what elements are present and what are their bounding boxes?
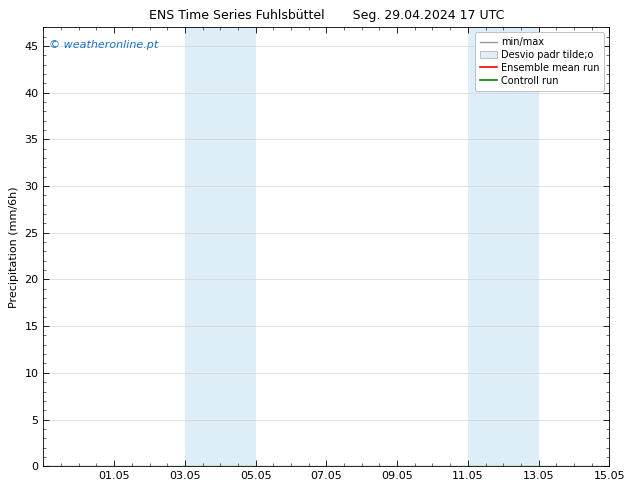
Legend: min/max, Desvio padr tilde;o, Ensemble mean run, Controll run: min/max, Desvio padr tilde;o, Ensemble m… [475,32,604,91]
Y-axis label: Precipitation (mm/6h): Precipitation (mm/6h) [9,186,19,308]
Bar [468,27,538,466]
Bar [185,27,256,466]
Title: ENS Time Series Fuhlsbüttel       Seg. 29.04.2024 17 UTC: ENS Time Series Fuhlsbüttel Seg. 29.04.2… [149,9,504,22]
Text: © weatheronline.pt: © weatheronline.pt [49,40,158,50]
